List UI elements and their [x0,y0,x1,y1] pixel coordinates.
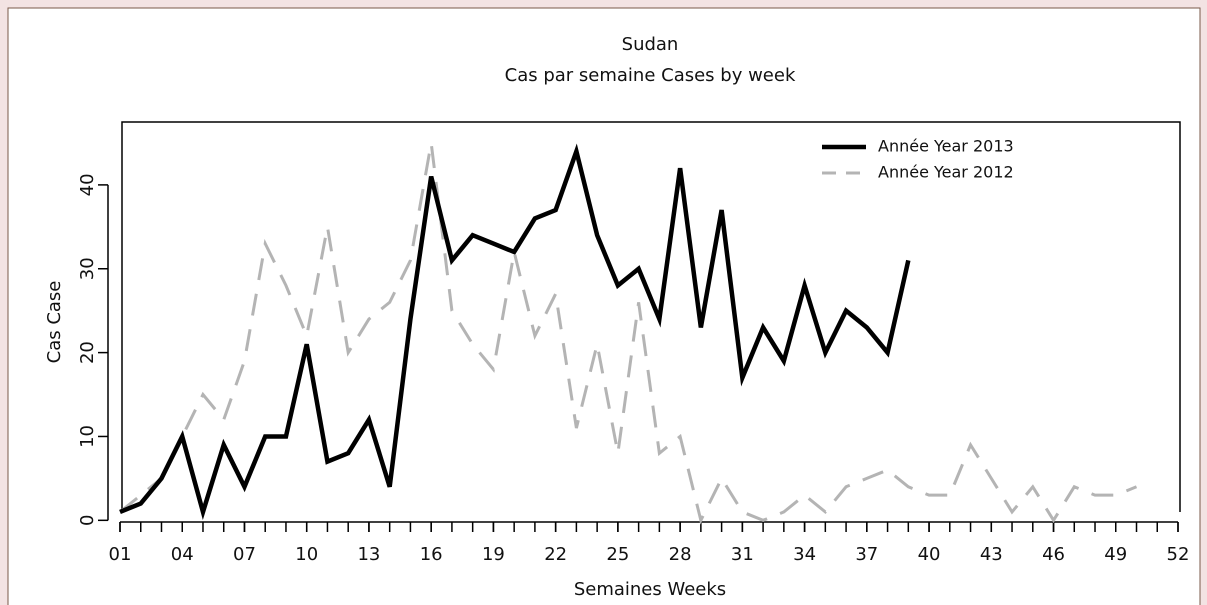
x-tick-label: 40 [918,544,941,565]
x-tick-label: 25 [606,544,629,565]
y-tick-label: 30 [77,257,98,280]
panel [7,7,1201,605]
chart-subtitle: Cas par semaine Cases by week [505,65,796,86]
y-tick-label: 10 [77,425,98,448]
x-tick-label: 28 [669,544,692,565]
series-line [119,142,1138,525]
y-axis-label: Cas Case [44,281,65,364]
legend-label: Année Year 2013 [878,137,1014,156]
x-tick-label: 34 [793,544,816,565]
legend-label: Année Year 2012 [878,163,1014,182]
x-tick-label: 49 [1104,544,1127,565]
x-tick-label: 43 [980,544,1003,565]
x-tick-label: 52 [1167,544,1190,565]
x-tick-label: 10 [295,544,318,565]
x-axis-label: Semaines Weeks [574,579,726,600]
x-tick-label: 46 [1042,544,1065,565]
x-tick-label: 31 [731,544,754,565]
x-tick-label: 16 [420,544,443,565]
x-tick-label: 01 [109,544,132,565]
x-tick-label: 22 [544,544,567,565]
x-tick-label: 04 [171,544,194,565]
y-tick-label: 0 [77,515,98,526]
x-tick-label: 07 [233,544,256,565]
series-line [119,143,911,520]
y-tick-label: 40 [77,173,98,196]
chart-title: Sudan [622,34,679,55]
plot-box [121,121,1181,512]
y-tick-label: 20 [77,341,98,364]
x-tick-label: 19 [482,544,505,565]
x-tick-label: 37 [855,544,878,565]
x-tick-label: 13 [357,544,380,565]
